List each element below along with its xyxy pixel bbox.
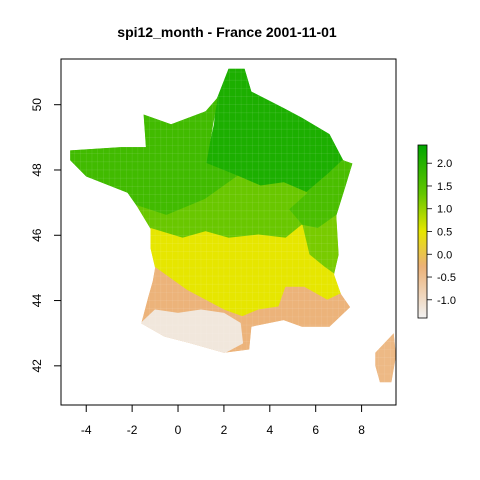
x-tick-label: 8 [358, 423, 365, 437]
legend-tick-label: -1.0 [437, 295, 456, 307]
x-axis: -4 -2 0 2 4 6 8 [81, 404, 365, 437]
y-tick-label: 44 [30, 294, 44, 308]
x-tick-label: -2 [127, 423, 138, 437]
x-tick-label: 6 [312, 423, 319, 437]
legend-colorbar [417, 144, 428, 319]
map-region-west-band [70, 97, 239, 217]
y-axis: 42 44 46 48 50 [30, 98, 62, 373]
legend-tick-label: 0.0 [437, 249, 452, 261]
color-legend: 2.0 1.5 1.0 0.5 0.0 -0.5 -1.0 [417, 144, 456, 319]
legend-tick-label: -0.5 [437, 272, 456, 284]
legend-tick-label: 1.0 [437, 204, 452, 216]
legend-tick-label: 2.0 [437, 158, 452, 170]
legend-tick-label: 1.5 [437, 181, 452, 193]
y-tick-label: 42 [30, 359, 44, 373]
y-tick-label: 48 [30, 163, 44, 177]
x-tick-label: 0 [175, 423, 182, 437]
chart-title: spi12_month - France 2001-11-01 [117, 24, 337, 40]
x-tick-label: 2 [221, 423, 228, 437]
raster-layer [70, 68, 396, 383]
x-tick-label: 4 [266, 423, 273, 437]
legend-tick-label: 0.5 [437, 227, 452, 239]
y-tick-label: 46 [30, 228, 44, 242]
x-tick-label: -4 [81, 423, 92, 437]
y-tick-label: 50 [30, 98, 44, 112]
